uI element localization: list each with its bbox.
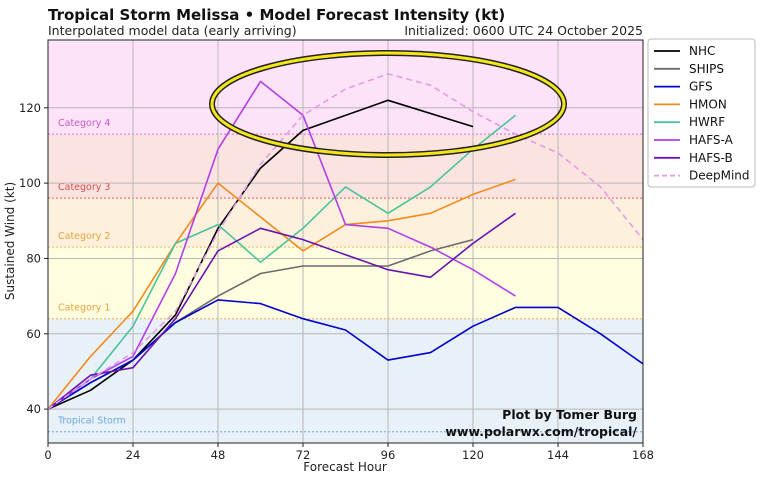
- y-tick-label: 40: [26, 402, 41, 416]
- y-tick-label: 100: [19, 176, 41, 190]
- series-line-hwrf: [47, 114, 516, 410]
- series-line-hafs-b: [47, 212, 516, 410]
- credit-author: Plot by Tomer Burg: [502, 407, 637, 422]
- x-tick-label: 144: [547, 448, 569, 462]
- legend: NHC SHIPS GFS HMON HWRF HAFS-A HAFS-B DeepMind: [647, 38, 756, 188]
- x-tick-label: 120: [462, 448, 484, 462]
- band-label-category-1: Category 1: [58, 303, 110, 314]
- intensity-bands: Tropical Storm Category 1 Category 2 Catego…: [48, 40, 643, 443]
- x-tick-label: 24: [126, 448, 141, 462]
- initialized-time: Initialized: 0600 UTC 24 October 2025: [404, 23, 643, 38]
- x-tick-label: 0: [44, 448, 51, 462]
- legend-label-deepmind: DeepMind: [689, 169, 750, 183]
- credit-url: www.polarwx.com/tropical/: [445, 424, 637, 439]
- legend-label-hwrf: HWRF: [689, 115, 725, 129]
- series-line-nhc: [47, 99, 474, 410]
- band-label-category-4: Category 4: [58, 118, 110, 129]
- legend-box: [647, 38, 756, 188]
- x-tick-label: 168: [632, 448, 654, 462]
- y-tick-label: 80: [26, 251, 41, 265]
- y-tick-label: 60: [26, 327, 41, 341]
- y-tick-label: 120: [19, 101, 41, 115]
- legend-label-hafs-b: HAFS-B: [689, 151, 733, 165]
- legend-label-nhc: NHC: [689, 44, 715, 58]
- chart-subtitle: Interpolated model data (early arriving): [48, 23, 297, 38]
- band-label-category-3: Category 3: [58, 182, 110, 193]
- legend-label-ships: SHIPS: [689, 62, 724, 76]
- legend-label-gfs: GFS: [689, 80, 713, 94]
- x-tick-label: 48: [211, 448, 226, 462]
- highlight-ellipse: [210, 51, 566, 157]
- x-tick-label: 72: [296, 448, 311, 462]
- series-line-gfs: [47, 299, 644, 410]
- series-line-hafs-a: [47, 80, 516, 410]
- band-label-category-2: Category 2: [58, 231, 110, 242]
- axis-ticks: 0 24 48 72 96 120 144 168 40 60 80 100 120: [19, 101, 654, 462]
- y-axis-label: Sustained Wind (kt): [3, 182, 17, 300]
- legend-label-hafs-a: HAFS-A: [689, 133, 734, 147]
- x-tick-label: 96: [381, 448, 396, 462]
- x-axis-label: Forecast Hour: [303, 460, 387, 474]
- chart-title: Tropical Storm Melissa • Model Forecast …: [48, 6, 505, 24]
- series-lines: [47, 73, 644, 410]
- band-category-3: [48, 134, 643, 199]
- series-line-deepmind: [47, 73, 644, 410]
- band-label-tropical-storm: Tropical Storm: [57, 416, 126, 427]
- plot-frame: [47, 39, 644, 444]
- legend-label-hmon: HMON: [689, 97, 727, 111]
